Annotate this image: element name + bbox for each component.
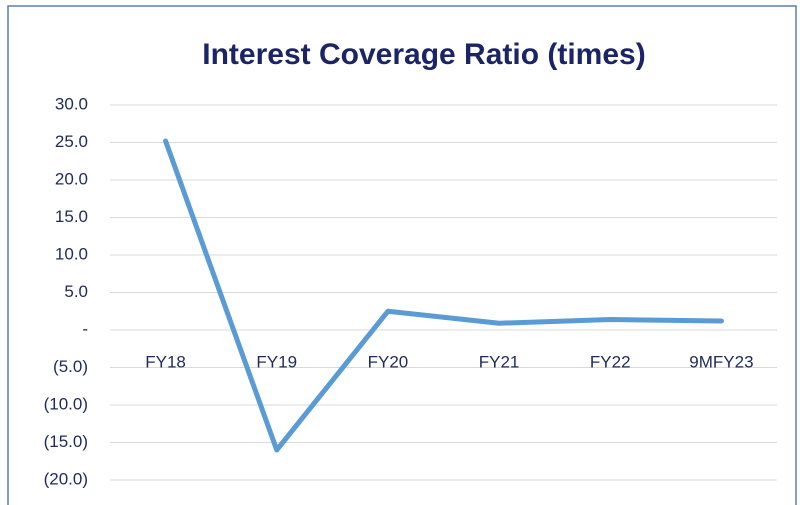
- y-tick-label: 15.0: [55, 207, 88, 226]
- y-tick-label: -: [82, 319, 88, 338]
- x-tick-label: FY19: [256, 352, 297, 371]
- y-tick-label: (10.0): [44, 394, 88, 413]
- y-tick-label: 30.0: [55, 94, 88, 113]
- y-tick-label: (20.0): [44, 469, 88, 488]
- data-line: [163, 138, 724, 453]
- x-tick-label: FY21: [479, 352, 520, 371]
- y-tick-label: (5.0): [53, 357, 88, 376]
- y-tick-label: (15.0): [44, 432, 88, 451]
- x-tick-label: FY18: [145, 352, 186, 371]
- x-tick-label: FY20: [368, 352, 409, 371]
- x-tick-label: FY22: [590, 352, 631, 371]
- y-tick-label: 5.0: [64, 282, 88, 301]
- y-tick-label: 20.0: [55, 169, 88, 188]
- y-tick-label: 10.0: [55, 244, 88, 263]
- x-tick-label: 9MFY23: [689, 352, 753, 371]
- chart-title: Interest Coverage Ratio (times): [202, 38, 645, 71]
- y-tick-label: 25.0: [55, 132, 88, 151]
